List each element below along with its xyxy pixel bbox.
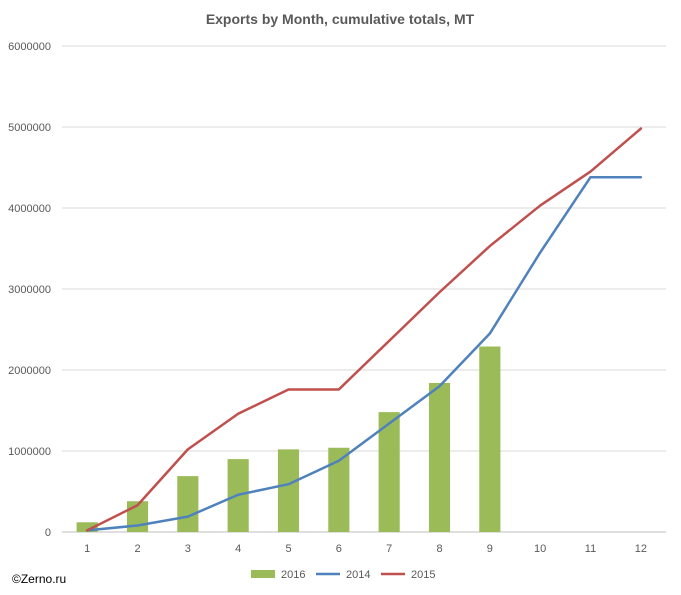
x-tick-label: 7	[386, 543, 392, 555]
line-series-2015	[85, 127, 643, 532]
y-tick-label: 4000000	[8, 203, 51, 215]
y-tick-label: 6000000	[8, 41, 51, 53]
line-series-layer	[85, 127, 643, 532]
x-tick-label: 4	[235, 543, 241, 555]
bar-2016-5	[277, 449, 300, 532]
bar-2016-7	[378, 412, 400, 532]
y-tick-label: 0	[45, 527, 51, 539]
x-tick-label: 5	[285, 543, 291, 555]
y-tick-label: 5000000	[8, 122, 51, 134]
x-tick-label: 6	[336, 543, 342, 555]
x-tick-label: 9	[487, 543, 493, 555]
bar-2016-3	[177, 476, 199, 532]
x-axis-ticks: 1 2 3 4 5 6 7 8 9 10 11 12	[84, 543, 647, 555]
y-tick-label: 1000000	[8, 446, 51, 458]
x-tick-label: 2	[134, 543, 140, 555]
x-tick-label: 11	[585, 543, 596, 555]
x-tick-label: 1	[84, 543, 90, 555]
legend-swatch-2016	[251, 570, 275, 578]
legend-label-2014: 2014	[346, 569, 370, 581]
chart-title: Exports by Month, cumulative totals, MT	[206, 11, 475, 27]
y-tick-label: 2000000	[8, 365, 51, 377]
x-tick-label: 3	[185, 543, 191, 555]
x-tick-label: 8	[436, 543, 442, 555]
bar-2016-9	[479, 346, 501, 532]
legend-item-2015: 2015	[381, 569, 435, 581]
bar-2016-1	[76, 522, 98, 532]
x-tick-label: 12	[635, 543, 647, 555]
legend-label-2016: 2016	[281, 569, 305, 581]
legend-item-2014: 2014	[316, 569, 370, 581]
legend-label-2015: 2015	[411, 569, 435, 581]
y-tick-label: 3000000	[8, 284, 51, 296]
y-axis-ticks: 0 1000000 2000000 3000000 4000000 5000000 6000…	[8, 41, 51, 539]
line-series-2014	[85, 175, 643, 532]
legend: 2016 2014 2015	[251, 569, 435, 581]
x-tick-label: 10	[534, 543, 546, 555]
bar-2016-8	[428, 382, 451, 532]
bar-series-layer	[76, 346, 501, 532]
bar-2016-6	[328, 447, 350, 532]
legend-item-2016: 2016	[251, 569, 305, 581]
grid-layer	[62, 45, 666, 533]
copyright-text: ©Zerno.ru	[12, 572, 66, 586]
